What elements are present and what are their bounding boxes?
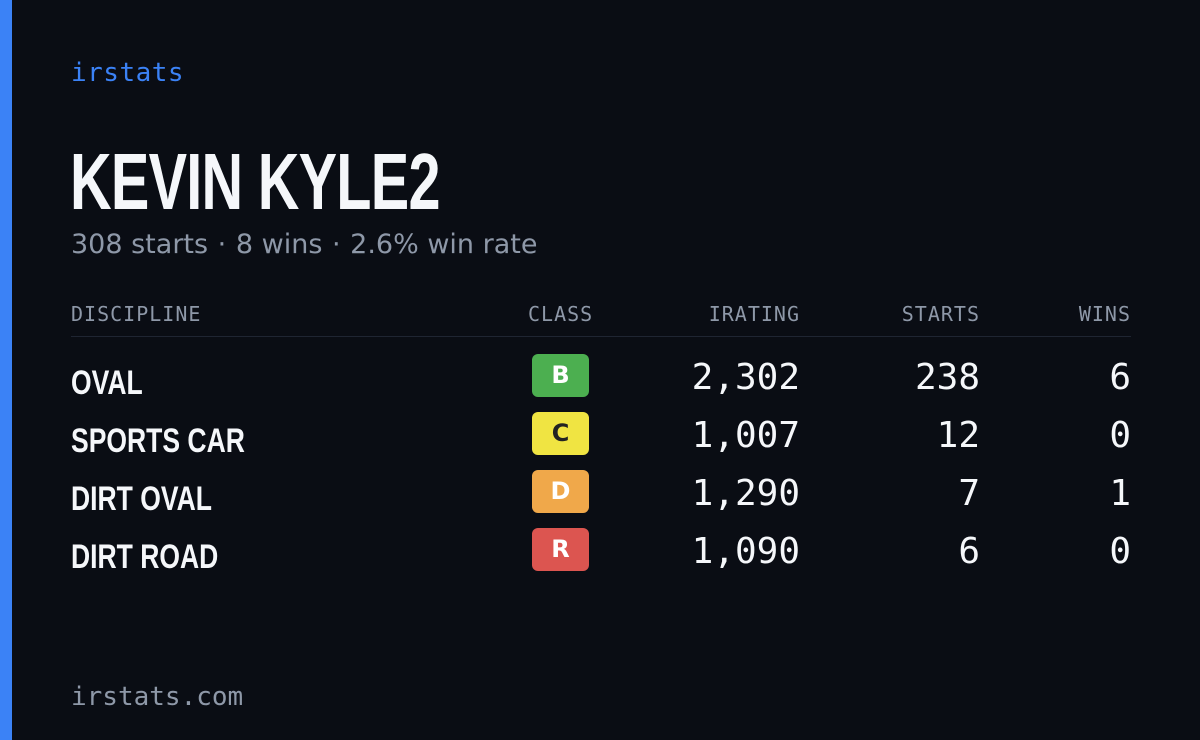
header-irating: IRATING [708, 302, 800, 326]
brand-logo: irstats [71, 58, 185, 88]
player-name: KEVIN KYLE2 [70, 137, 440, 226]
row-starts: 238 [914, 357, 980, 398]
row-irating: 1,290 [691, 473, 800, 514]
summary-wins: 8 wins [235, 229, 323, 260]
table-row: DIRT OVAL D 1,290 7 1 [71, 452, 1131, 518]
row-starts: 7 [958, 473, 980, 514]
row-discipline: SPORTS CAR [71, 422, 245, 460]
footer-url: irstats.com [71, 682, 244, 712]
row-starts: 12 [936, 415, 980, 456]
accent-bar [0, 0, 12, 740]
row-wins: 6 [1109, 357, 1131, 398]
row-irating: 2,302 [691, 357, 800, 398]
row-wins: 1 [1109, 473, 1131, 514]
summary-win-rate: 2.6% win rate [350, 229, 538, 260]
class-badge: B [532, 354, 589, 397]
row-discipline: DIRT OVAL [71, 480, 212, 518]
player-summary: 308 starts · 8 wins · 2.6% win rate [71, 228, 537, 262]
row-wins: 0 [1109, 531, 1131, 572]
summary-separator: · [217, 229, 227, 260]
class-badge: R [532, 528, 589, 571]
table-header: DISCIPLINE CLASS IRATING STARTS WINS [71, 298, 1131, 337]
discipline-table: DISCIPLINE CLASS IRATING STARTS WINS OVA… [71, 298, 1131, 576]
summary-separator: · [331, 229, 341, 260]
header-wins: WINS [1078, 302, 1131, 326]
summary-starts: 308 starts [71, 229, 209, 260]
header-discipline: DISCIPLINE [71, 302, 202, 326]
row-discipline: OVAL [71, 364, 143, 402]
row-irating: 1,007 [691, 415, 800, 456]
table-row: OVAL B 2,302 238 6 [71, 336, 1131, 402]
header-class: CLASS [528, 302, 594, 326]
row-starts: 6 [958, 531, 980, 572]
table-row: SPORTS CAR C 1,007 12 0 [71, 394, 1131, 460]
row-irating: 1,090 [691, 531, 800, 572]
table-row: DIRT ROAD R 1,090 6 0 [71, 510, 1131, 576]
class-badge: D [532, 470, 589, 513]
row-wins: 0 [1109, 415, 1131, 456]
header-starts: STARTS [901, 302, 980, 326]
class-badge: C [532, 412, 589, 455]
row-discipline: DIRT ROAD [71, 538, 219, 576]
